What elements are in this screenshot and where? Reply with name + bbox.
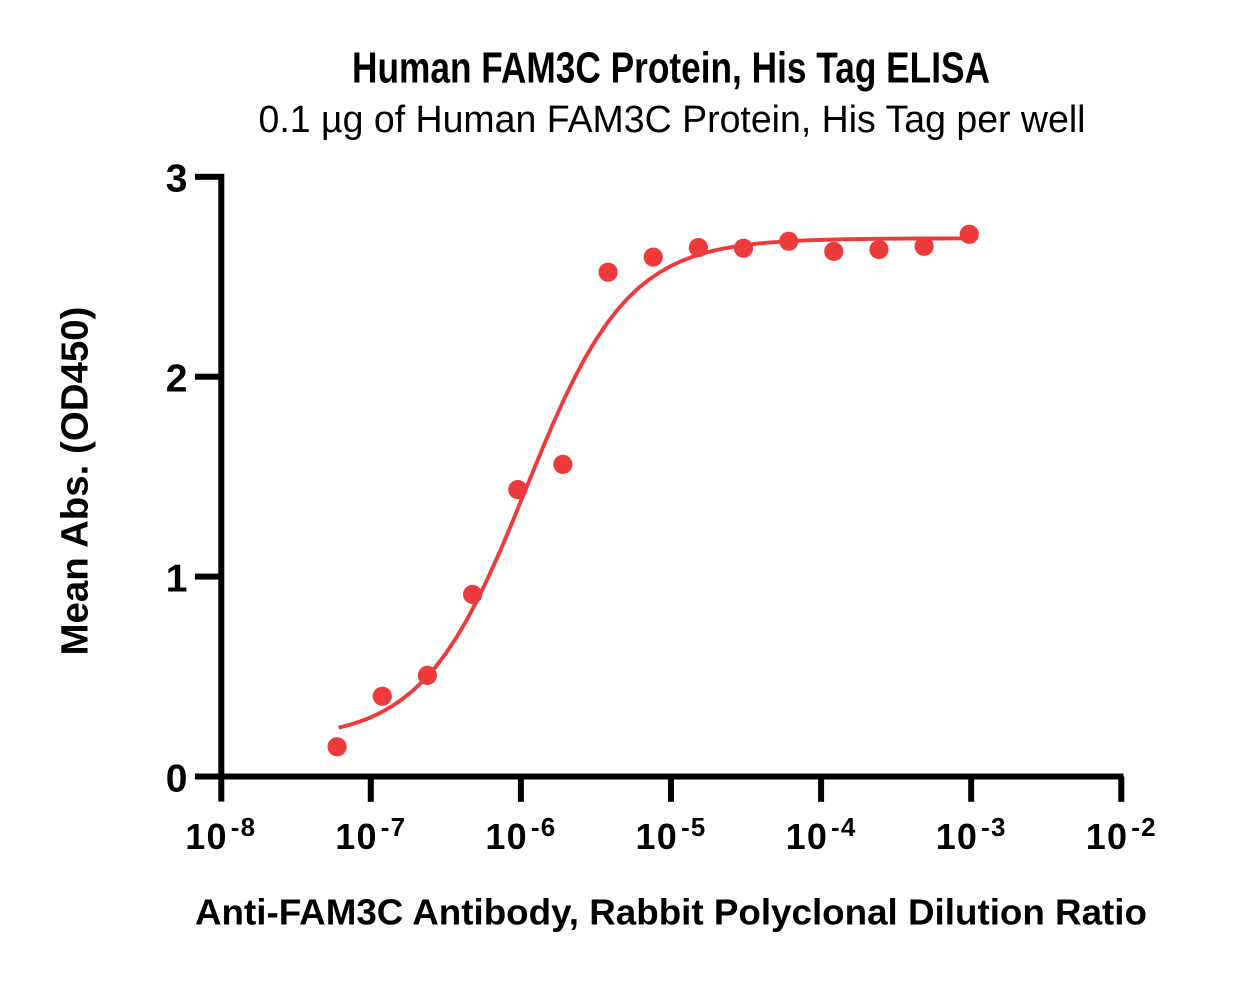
svg-text:Human FAM3C Protein, His Tag E: Human FAM3C Protein, His Tag ELISA bbox=[352, 45, 990, 93]
svg-text:1: 1 bbox=[166, 558, 188, 601]
svg-text:2: 2 bbox=[166, 358, 188, 401]
svg-text:Anti-FAM3C Antibody, Rabbit Po: Anti-FAM3C Antibody, Rabbit Polyclonal D… bbox=[195, 892, 1147, 933]
svg-text:0: 0 bbox=[166, 757, 188, 800]
svg-text:0.1 µg of Human FAM3C Protein,: 0.1 µg of Human FAM3C Protein, His Tag p… bbox=[259, 98, 1086, 141]
svg-text:Mean Abs. (OD450): Mean Abs. (OD450) bbox=[55, 307, 97, 656]
svg-text:3: 3 bbox=[166, 158, 188, 201]
